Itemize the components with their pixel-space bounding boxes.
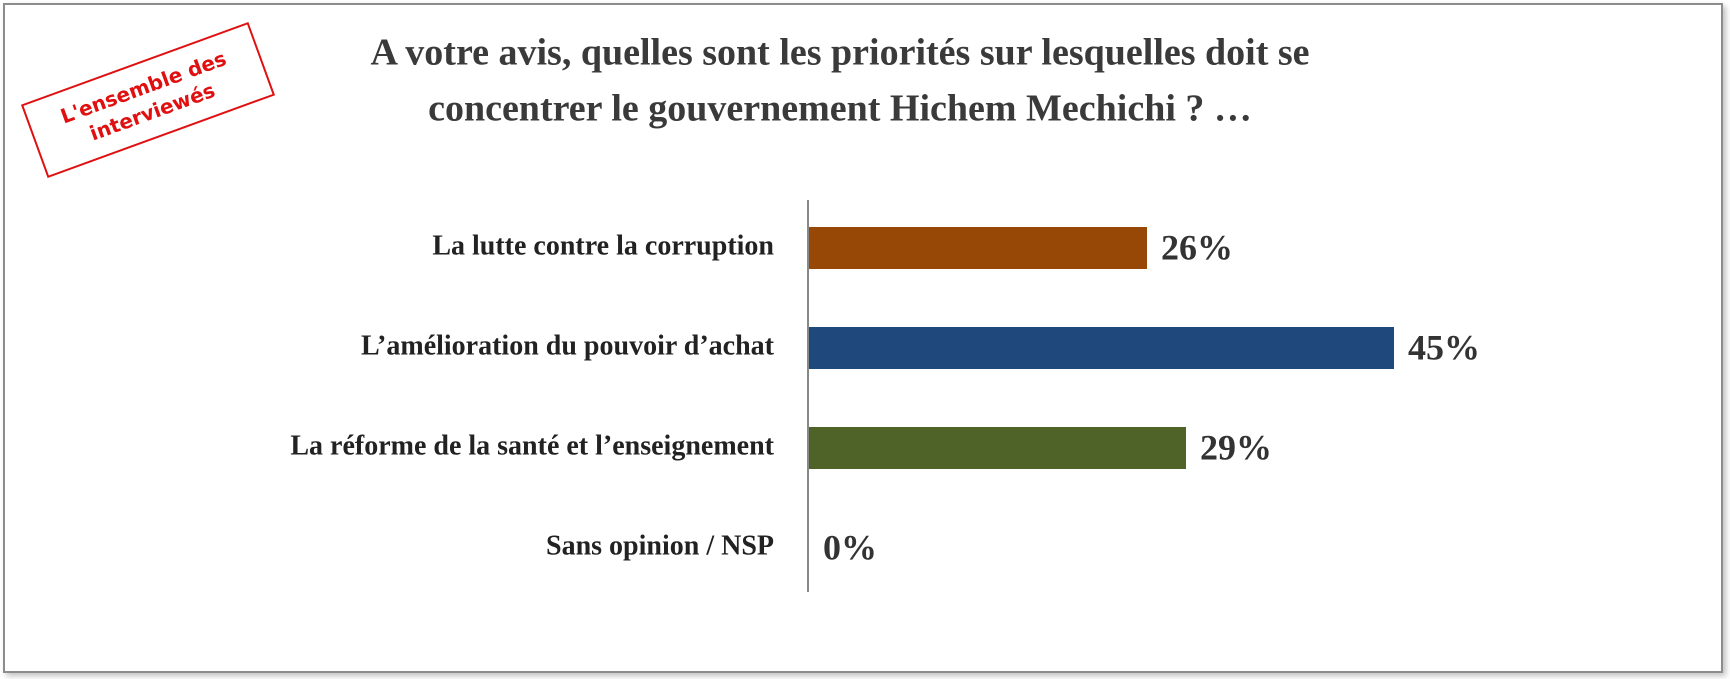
category-label: L’amélioration du pouvoir d’achat — [361, 330, 775, 361]
bar — [809, 427, 1186, 469]
value-label: 26% — [1161, 227, 1233, 267]
stamp-box — [20, 21, 276, 179]
category-label: La lutte contre la corruption — [432, 230, 774, 261]
chart-title: concentrer le gouvernement Hichem Mechic… — [428, 88, 1252, 130]
value-label: 45% — [1408, 327, 1480, 367]
bar — [809, 227, 1147, 269]
category-label: La réforme de la santé et l’enseignement — [290, 430, 774, 461]
bar — [809, 327, 1394, 369]
category-label: Sans opinion / NSP — [546, 530, 774, 561]
value-label: 29% — [1200, 427, 1272, 467]
value-label: 0% — [823, 527, 877, 567]
chart-title: A votre avis, quelles sont les priorités… — [370, 32, 1309, 74]
